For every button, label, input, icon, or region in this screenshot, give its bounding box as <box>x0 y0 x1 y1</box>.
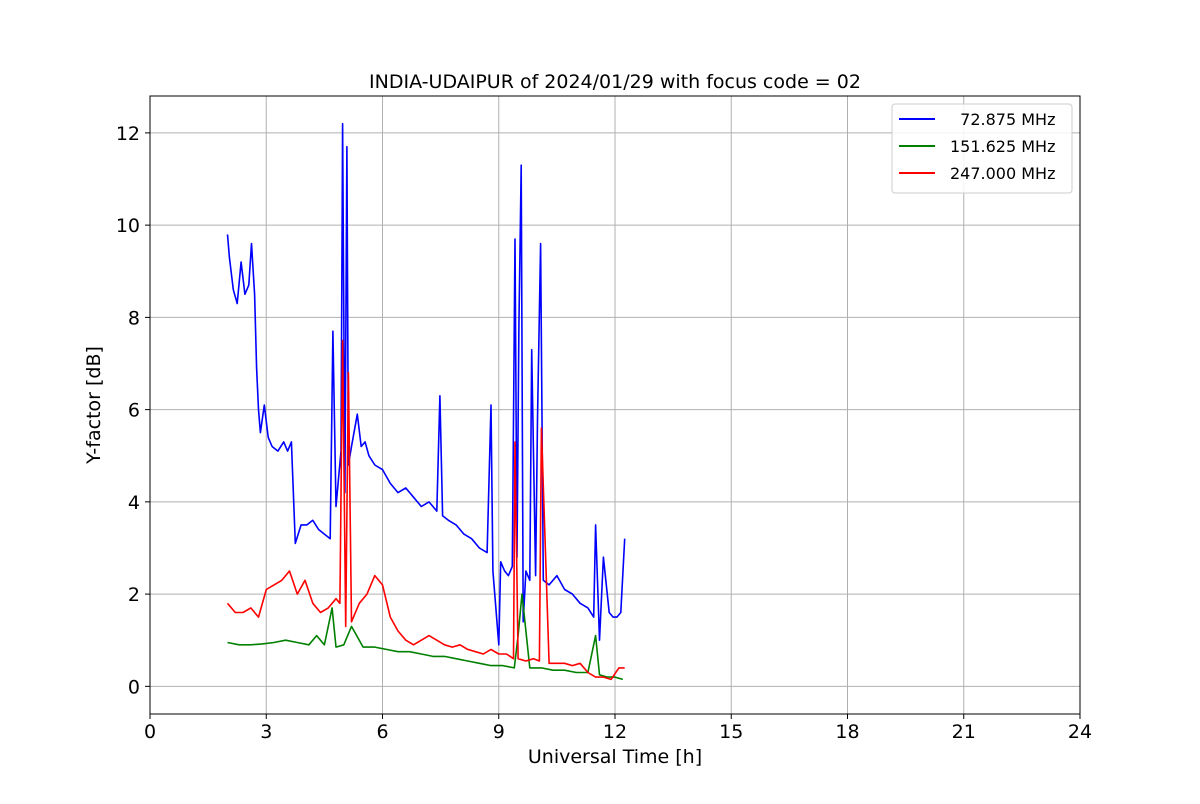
x-tick-label: 12 <box>603 721 627 743</box>
series-line-3 <box>226 339 625 681</box>
y-tick-label: 4 <box>128 492 140 514</box>
y-tick-label: 8 <box>128 307 140 329</box>
y-tick-label: 12 <box>116 123 140 145</box>
legend-label: 151.625 MHz <box>950 137 1055 156</box>
y-tick-label: 6 <box>128 400 140 422</box>
y-axis-title: Y-factor [dB] <box>83 346 105 465</box>
x-tick-label: 24 <box>1068 721 1092 743</box>
series-line-1 <box>226 122 626 646</box>
x-axis-title: Universal Time [h] <box>528 746 702 768</box>
x-tick-label: 0 <box>144 721 156 743</box>
legend-label: 72.875 MHz <box>950 110 1055 129</box>
legend-box <box>891 103 1073 194</box>
x-tick-label: 3 <box>260 721 272 743</box>
y-tick-label: 2 <box>128 584 140 606</box>
x-tick-label: 18 <box>835 721 859 743</box>
y-tick-label: 10 <box>116 215 140 237</box>
x-tick-label: 21 <box>952 721 976 743</box>
plot-series <box>226 122 626 681</box>
chart-title: INDIA-UDAIPUR of 2024/01/29 with focus c… <box>369 71 861 93</box>
x-tick-label: 6 <box>376 721 388 743</box>
y-tick-label: 0 <box>128 676 140 698</box>
series-line-2 <box>227 593 624 681</box>
x-tick-label: 15 <box>719 721 743 743</box>
x-tick-label: 9 <box>493 721 505 743</box>
legend: 72.875 MHz 151.625 MHz 247.000 MHz <box>891 103 1073 194</box>
legend-label: 247.000 MHz <box>950 164 1055 183</box>
